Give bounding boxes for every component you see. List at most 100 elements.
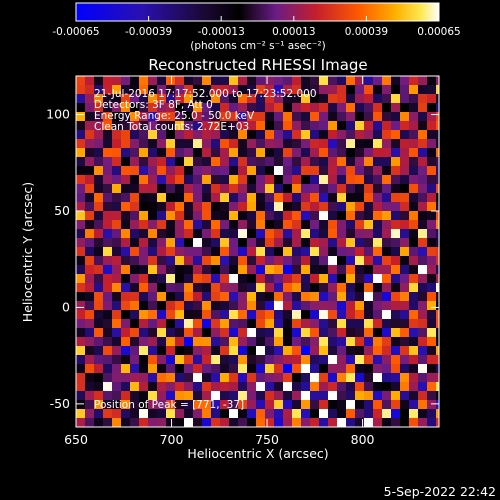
- heatmap-cell: [427, 409, 436, 418]
- heatmap-cell: [292, 184, 301, 193]
- heatmap-cell: [409, 283, 418, 292]
- heatmap-cell: [130, 355, 139, 364]
- heatmap-cell: [337, 283, 346, 292]
- heatmap-cell: [364, 256, 373, 265]
- heatmap-cell: [229, 418, 238, 427]
- heatmap-cell: [220, 130, 229, 139]
- heatmap-cell: [391, 220, 400, 229]
- heatmap-cell: [328, 85, 337, 94]
- heatmap-cell: [391, 238, 400, 247]
- heatmap-cell: [121, 274, 130, 283]
- heatmap-cell: [103, 274, 112, 283]
- heatmap-cell: [247, 121, 256, 130]
- heatmap-cell: [436, 247, 439, 256]
- heatmap-cell: [427, 202, 436, 211]
- heatmap-cell: [166, 247, 175, 256]
- heatmap-cell: [184, 121, 193, 130]
- heatmap-cell: [283, 103, 292, 112]
- heatmap-cell: [274, 76, 283, 85]
- heatmap-cell: [130, 337, 139, 346]
- heatmap-cell: [193, 103, 202, 112]
- heatmap-cell: [76, 103, 85, 112]
- heatmap-cell: [391, 265, 400, 274]
- heatmap-cell: [175, 139, 184, 148]
- heatmap-cell: [85, 301, 94, 310]
- heatmap-cell: [94, 94, 103, 103]
- heatmap-cell: [310, 346, 319, 355]
- heatmap-cell: [85, 391, 94, 400]
- heatmap-cell: [121, 355, 130, 364]
- heatmap-cell: [193, 346, 202, 355]
- heatmap-cell: [436, 364, 439, 373]
- heatmap-cell: [238, 220, 247, 229]
- heatmap-cell: [94, 391, 103, 400]
- heatmap-cell: [319, 202, 328, 211]
- heatmap-cell: [346, 85, 355, 94]
- heatmap-cell: [103, 157, 112, 166]
- heatmap-cell: [292, 373, 301, 382]
- heatmap-cell: [121, 157, 130, 166]
- heatmap-cell: [283, 283, 292, 292]
- heatmap-cell: [319, 319, 328, 328]
- heatmap-cell: [391, 382, 400, 391]
- heatmap-cell: [337, 211, 346, 220]
- heatmap-cell: [184, 400, 193, 409]
- heatmap-cell: [364, 157, 373, 166]
- heatmap-cell: [274, 184, 283, 193]
- heatmap-cell: [319, 409, 328, 418]
- heatmap-cell: [292, 148, 301, 157]
- heatmap-cell: [157, 166, 166, 175]
- heatmap-cell: [184, 238, 193, 247]
- heatmap-cell: [112, 247, 121, 256]
- heatmap-cell: [301, 148, 310, 157]
- heatmap-cell: [157, 319, 166, 328]
- heatmap-cell: [94, 409, 103, 418]
- heatmap-cell: [373, 94, 382, 103]
- heatmap-cell: [274, 301, 283, 310]
- heatmap-cell: [310, 85, 319, 94]
- heatmap-cell: [436, 274, 439, 283]
- heatmap-cell: [202, 193, 211, 202]
- heatmap-cell: [220, 373, 229, 382]
- heatmap-cell: [337, 148, 346, 157]
- heatmap-cell: [193, 166, 202, 175]
- heatmap-cell: [130, 112, 139, 121]
- heatmap-cell: [157, 274, 166, 283]
- heatmap-cell: [238, 175, 247, 184]
- heatmap-cell: [166, 130, 175, 139]
- heatmap-cell: [346, 292, 355, 301]
- heatmap-cell: [418, 292, 427, 301]
- heatmap-cell: [400, 265, 409, 274]
- heatmap-cell: [175, 94, 184, 103]
- heatmap-cell: [94, 202, 103, 211]
- heatmap-cell: [193, 409, 202, 418]
- heatmap-cell: [130, 364, 139, 373]
- heatmap-cell: [130, 202, 139, 211]
- heatmap-cell: [148, 319, 157, 328]
- heatmap-cell: [292, 418, 301, 427]
- heatmap-cell: [139, 85, 148, 94]
- heatmap-cell: [202, 337, 211, 346]
- heatmap-cell: [382, 364, 391, 373]
- heatmap-cell: [301, 364, 310, 373]
- heatmap-cell: [220, 121, 229, 130]
- heatmap-cell: [229, 274, 238, 283]
- heatmap-cell: [292, 301, 301, 310]
- heatmap-cell: [238, 193, 247, 202]
- heatmap-cell: [85, 274, 94, 283]
- heatmap-cell: [103, 148, 112, 157]
- heatmap-cell: [112, 265, 121, 274]
- heatmap-cell: [202, 328, 211, 337]
- heatmap-cell: [355, 157, 364, 166]
- heatmap-cell: [121, 202, 130, 211]
- heatmap-cell: [247, 247, 256, 256]
- heatmap-cell: [202, 382, 211, 391]
- heatmap-cell: [139, 103, 148, 112]
- heatmap-cell: [166, 103, 175, 112]
- heatmap-cell: [265, 328, 274, 337]
- heatmap-cell: [427, 130, 436, 139]
- heatmap-cell: [310, 283, 319, 292]
- heatmap-cell: [94, 256, 103, 265]
- heatmap-cell: [85, 220, 94, 229]
- heatmap-cell: [436, 202, 439, 211]
